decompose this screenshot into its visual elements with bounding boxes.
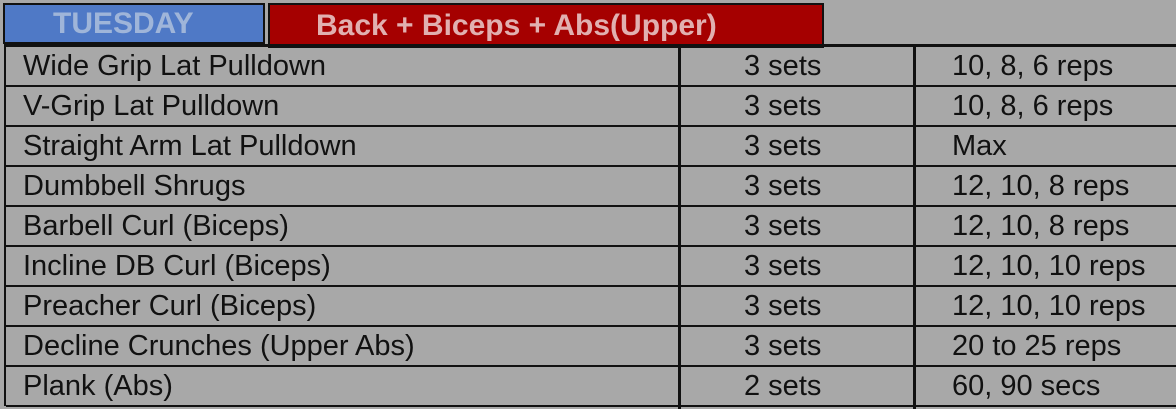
workout-table: Wide Grip Lat Pulldown 3 sets 10, 8, 6 r…: [4, 44, 1176, 409]
exercise-name: Decline Crunches (Upper Abs): [23, 330, 415, 362]
reps-value: 12, 10, 8 reps: [952, 170, 1130, 202]
table-row: Decline Crunches (Upper Abs) 3 sets 20 t…: [6, 327, 1176, 367]
exercise-name: Dumbbell Shrugs: [23, 170, 246, 202]
table-row: V-Grip Lat Pulldown 3 sets 10, 8, 6 reps: [6, 87, 1176, 127]
exercise-name: Incline DB Curl (Biceps): [23, 250, 331, 282]
sets-value: 3 sets: [744, 50, 822, 82]
reps-value: 60, 90 secs: [952, 370, 1101, 402]
exercise-name: Wide Grip Lat Pulldown: [23, 50, 327, 82]
reps-value: 20 to 25 reps: [952, 330, 1122, 362]
sets-value: 2 sets: [744, 370, 822, 402]
exercise-name: Plank (Abs): [23, 370, 173, 402]
exercise-name: Barbell Curl (Biceps): [23, 210, 289, 242]
table-row: Incline DB Curl (Biceps) 3 sets 12, 10, …: [6, 247, 1176, 287]
reps-value: 10, 8, 6 reps: [952, 90, 1114, 122]
column-divider-1: [678, 47, 681, 409]
table-row: Wide Grip Lat Pulldown 3 sets 10, 8, 6 r…: [6, 47, 1176, 87]
table-row: Plank (Abs) 2 sets 60, 90 secs: [6, 367, 1176, 407]
header-row: TUESDAY Back + Biceps + Abs(Upper): [0, 0, 1176, 48]
sets-value: 3 sets: [744, 330, 822, 362]
day-label: TUESDAY: [3, 3, 265, 44]
reps-value: 12, 10, 10 reps: [952, 290, 1146, 322]
reps-value: 12, 10, 8 reps: [952, 210, 1130, 242]
sets-value: 3 sets: [744, 210, 822, 242]
sets-value: 3 sets: [744, 290, 822, 322]
sets-value: 3 sets: [744, 130, 822, 162]
workout-title: Back + Biceps + Abs(Upper): [268, 3, 824, 48]
table-row: Barbell Curl (Biceps) 3 sets 12, 10, 8 r…: [6, 207, 1176, 247]
exercise-name: Preacher Curl (Biceps): [23, 290, 317, 322]
reps-value: Max: [952, 130, 1007, 162]
exercise-name: Straight Arm Lat Pulldown: [23, 130, 357, 162]
table-row: Preacher Curl (Biceps) 3 sets 12, 10, 10…: [6, 287, 1176, 327]
reps-value: 12, 10, 10 reps: [952, 250, 1146, 282]
sets-value: 3 sets: [744, 250, 822, 282]
column-divider-2: [913, 47, 916, 409]
reps-value: 10, 8, 6 reps: [952, 50, 1114, 82]
table-row: Dumbbell Shrugs 3 sets 12, 10, 8 reps: [6, 167, 1176, 207]
sets-value: 3 sets: [744, 170, 822, 202]
sets-value: 3 sets: [744, 90, 822, 122]
exercise-name: V-Grip Lat Pulldown: [23, 90, 280, 122]
table-row: Straight Arm Lat Pulldown 3 sets Max: [6, 127, 1176, 167]
